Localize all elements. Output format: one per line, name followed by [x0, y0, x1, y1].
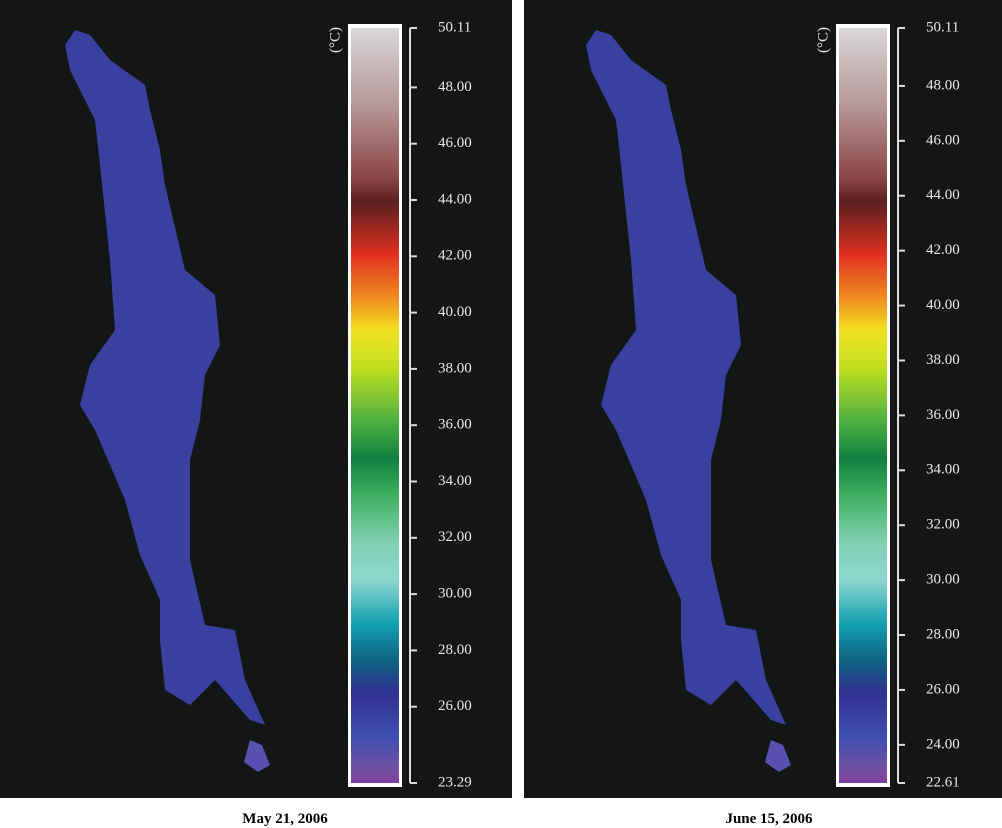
- tick-label: 30.00: [926, 572, 960, 588]
- image-background: [0, 0, 512, 798]
- tick-label: 26.00: [438, 698, 472, 714]
- colorbar-fill: [351, 28, 399, 783]
- caption: June 15, 2006: [725, 811, 813, 827]
- tick-label: 38.00: [438, 360, 472, 376]
- panel: 50.11 48.00 46.00 44.00 42.00 40.00 38.00 36.00…: [524, 0, 1002, 827]
- tick-label: 23.29: [438, 774, 472, 790]
- tick-label: 36.00: [438, 417, 472, 433]
- tick-label: 22.61: [926, 774, 960, 790]
- tick-label: 28.00: [438, 642, 472, 658]
- tick-label: 38.00: [926, 352, 960, 368]
- tick-label: 46.00: [438, 135, 472, 151]
- panel: 50.11 48.00 46.00 44.00 42.00 40.00 38.00 36.00…: [0, 0, 512, 827]
- tick-label: 48.00: [438, 79, 472, 95]
- tick-label: 44.00: [438, 191, 472, 207]
- tick-label: 48.00: [926, 77, 960, 93]
- tick-label: 40.00: [926, 297, 960, 313]
- caption: May 21, 2006: [242, 811, 328, 827]
- tick-label: 44.00: [926, 187, 960, 203]
- tick-label: 34.00: [438, 473, 472, 489]
- tick-label: 40.00: [438, 304, 472, 320]
- colorbar-fill: [839, 28, 887, 783]
- tick-label: 36.00: [926, 407, 960, 423]
- tick-label: 30.00: [438, 586, 472, 602]
- tick-label: 42.00: [926, 242, 960, 258]
- tick-label: 32.00: [926, 517, 960, 533]
- tick-label: 26.00: [926, 681, 960, 697]
- tick-label: 24.00: [926, 736, 960, 752]
- unit-label: (°C): [327, 27, 343, 53]
- unit-label: (°C): [815, 27, 831, 53]
- tick-label: 42.00: [438, 248, 472, 264]
- tick-label: 34.00: [926, 462, 960, 478]
- tick-label: 50.11: [438, 19, 471, 35]
- tick-label: 46.00: [926, 132, 960, 148]
- tick-label: 32.00: [438, 529, 472, 545]
- tick-label: 28.00: [926, 626, 960, 642]
- tick-label: 50.11: [926, 19, 959, 35]
